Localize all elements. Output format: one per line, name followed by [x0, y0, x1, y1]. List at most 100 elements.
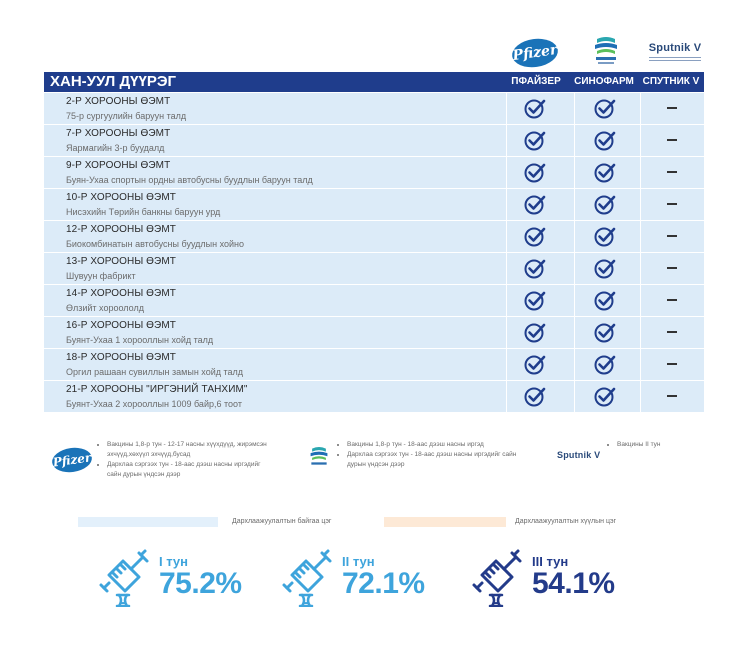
column-divider — [506, 349, 507, 380]
sputnik-unavailable — [667, 395, 677, 397]
column-divider — [640, 93, 641, 124]
health-center-name: 9-Р ХОРООНЫ ӨЭМТ — [66, 160, 171, 171]
check-icon — [524, 259, 546, 279]
district-title: ХАН-УУЛ ДҮҮРЭГ — [50, 73, 176, 90]
sputnik-unavailable — [667, 267, 677, 269]
sputnik-logo: Sputnik V — [645, 42, 705, 61]
pfizer-note-logo: Pfizer — [50, 445, 94, 475]
sinopharm-available — [593, 352, 617, 376]
pfizer-available — [523, 224, 547, 248]
column-divider — [506, 93, 507, 124]
pfizer-available — [523, 384, 547, 408]
health-center-address: Нисэхийн Төрийн банкны баруун урд — [66, 207, 221, 217]
dose-percent: 75.2% — [159, 567, 242, 600]
column-divider — [506, 253, 507, 284]
check-icon — [524, 99, 546, 119]
legend-unavailable-swatch — [384, 517, 506, 527]
table-row: 21-Р ХОРООНЫ "ИРГЭНИЙ ТАНХИМ" Буянт-Ухаа… — [44, 381, 704, 413]
column-divider — [506, 157, 507, 188]
health-center-address: Шувуун фабрикт — [66, 271, 136, 281]
check-icon — [524, 195, 546, 215]
sputnik-unavailable — [667, 139, 677, 141]
column-divider — [640, 157, 641, 188]
dose-stat: II тун 72.1% — [278, 545, 458, 610]
syringe-icon — [472, 549, 522, 607]
sinopharm-logo — [588, 32, 624, 68]
legend-unavailable-label: Дархлаажуулалтын хүүлын цэг — [515, 518, 617, 525]
dose-stat: III тун 54.1% — [468, 545, 648, 610]
pfizer-note-logo-text: Pfizer — [50, 445, 94, 475]
column-divider — [640, 253, 641, 284]
sputnik-note-logo-text: Sputnik V — [557, 450, 601, 460]
dose-label: III тун — [532, 554, 569, 569]
health-center-name: 18-Р ХОРООНЫ ӨЭМТ — [66, 352, 176, 363]
pfizer-available — [523, 256, 547, 280]
syringe-icon — [282, 549, 332, 607]
dose-percent: 72.1% — [342, 567, 425, 600]
column-pfizer: ПФАЙЗЕР — [511, 76, 561, 87]
column-divider — [506, 125, 507, 156]
column-divider — [506, 221, 507, 252]
check-icon — [594, 131, 616, 151]
health-center-address: Биокомбинатын автобусны буудлын хойно — [66, 239, 245, 249]
check-icon — [594, 387, 616, 407]
column-divider — [640, 349, 641, 380]
pfizer-available — [523, 320, 547, 344]
dose-stat: I тун 75.2% — [95, 545, 275, 610]
sinopharm-available — [593, 192, 617, 216]
sinopharm-available — [593, 224, 617, 248]
table-row: 2-Р ХОРООНЫ ӨЭМТ 75-р сургуулийн баруун … — [44, 93, 704, 125]
column-divider — [574, 125, 575, 156]
sinopharm-note-logo — [306, 444, 332, 475]
column-divider — [574, 253, 575, 284]
sputnik-unavailable — [667, 331, 677, 333]
check-icon — [524, 387, 546, 407]
health-center-name: 16-Р ХОРООНЫ ӨЭМТ — [66, 320, 176, 331]
table-row: 16-Р ХОРООНЫ ӨЭМТ Буянт-Ухаа 1 хорооллын… — [44, 317, 704, 349]
check-icon — [594, 355, 616, 375]
column-divider — [574, 317, 575, 348]
health-center-address: 75-р сургуулийн баруун талд — [66, 111, 187, 121]
column-divider — [640, 189, 641, 220]
table-row: 10-Р ХОРООНЫ ӨЭМТ Нисэхийн Төрийн банкны… — [44, 189, 704, 221]
sputnik-unavailable — [667, 363, 677, 365]
check-icon — [594, 227, 616, 247]
pfizer-available — [523, 192, 547, 216]
check-icon — [524, 323, 546, 343]
health-center-name: 12-Р ХОРООНЫ ӨЭМТ — [66, 224, 176, 235]
column-divider — [574, 93, 575, 124]
health-center-name: 2-Р ХОРООНЫ ӨЭМТ — [66, 96, 171, 107]
health-center-address: Оргил рашаан сувиллын замын хойд талд — [66, 367, 244, 377]
legend-available-label: Дархлаажуулалтын байгаа цэг — [232, 518, 332, 525]
check-icon — [524, 227, 546, 247]
sputnik-note-logo: Sputnik V — [557, 450, 600, 460]
health-center-name: 13-Р ХОРООНЫ ӨЭМТ — [66, 256, 176, 267]
pfizer-logo-text: Pfizer — [510, 35, 560, 71]
pfizer-available — [523, 288, 547, 312]
syringe-icon — [99, 549, 149, 607]
column-divider — [640, 125, 641, 156]
health-center-name: 7-Р ХОРООНЫ ӨЭМТ — [66, 128, 171, 139]
sinopharm-available — [593, 288, 617, 312]
pfizer-logo: Pfizer — [510, 35, 560, 71]
column-divider — [574, 157, 575, 188]
sputnik-logo-text: Sputnik V — [648, 42, 702, 54]
vaccination-points-table: 2-Р ХОРООНЫ ӨЭМТ 75-р сургуулийн баруун … — [44, 93, 704, 413]
column-divider — [574, 285, 575, 316]
health-center-name: 10-Р ХОРООНЫ ӨЭМТ — [66, 192, 176, 203]
sputnik-unavailable — [667, 107, 677, 109]
sinopharm-available — [593, 384, 617, 408]
sputnik-unavailable — [667, 171, 677, 173]
column-divider — [506, 381, 507, 412]
table-row: 9-Р ХОРООНЫ ӨЭМТ Буян-Ухаа спортын ордны… — [44, 157, 704, 189]
column-divider — [506, 189, 507, 220]
column-divider — [640, 221, 641, 252]
column-divider — [574, 381, 575, 412]
check-icon — [594, 99, 616, 119]
sputnik-unavailable — [667, 235, 677, 237]
sinopharm-note: Вакцины 1,8-р тун - 18-аас дээш насны ир… — [338, 440, 518, 470]
check-icon — [594, 163, 616, 183]
table-row: 12-Р ХОРООНЫ ӨЭМТ Биокомбинатын автобусн… — [44, 221, 704, 253]
table-row: 14-Р ХОРООНЫ ӨЭМТ Өлзийт хороололд — [44, 285, 704, 317]
sinopharm-icon — [595, 37, 617, 64]
